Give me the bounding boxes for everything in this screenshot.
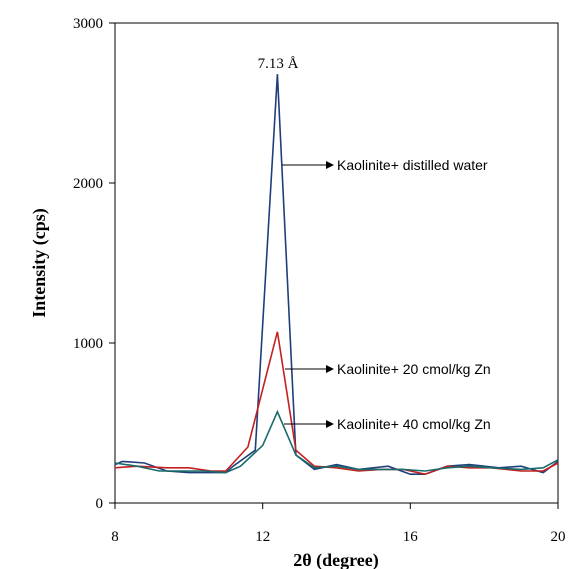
y-axis-title: Intensity (cps) xyxy=(29,208,50,318)
x-tick-label: 8 xyxy=(111,529,119,545)
annotation-arrows: Kaolinite+ distilled water Kaolinite+ 20… xyxy=(282,157,491,432)
plot-area xyxy=(114,22,559,504)
arrow-head-icon xyxy=(326,365,334,373)
x-tick-label: 12 xyxy=(255,529,270,545)
series-group xyxy=(114,74,559,476)
x-tick-label: 20 xyxy=(551,529,566,545)
series-note: Kaolinite+ 20 cmol/kg Zn xyxy=(337,361,491,377)
x-axis: 8 12 16 20 xyxy=(111,503,566,545)
series-line-distilled-water xyxy=(114,74,559,476)
series-note: Kaolinite+ 40 cmol/kg Zn xyxy=(337,416,491,432)
series-line-40-cmol-zn xyxy=(114,409,559,474)
series-note: Kaolinite+ distilled water xyxy=(337,157,488,173)
x-axis-title: 2θ (degree) xyxy=(293,550,379,569)
x-tick-label: 16 xyxy=(403,529,419,545)
peak-label: 7.13 Å xyxy=(258,56,299,72)
y-tick-label: 3000 xyxy=(73,16,103,32)
y-tick-label: 1000 xyxy=(73,336,103,352)
y-tick-label: 0 xyxy=(96,496,104,512)
series-line-20-cmol-zn xyxy=(114,331,559,476)
arrow-head-icon xyxy=(326,420,334,428)
y-axis: 0 1000 2000 3000 xyxy=(73,16,115,512)
arrow-head-icon xyxy=(326,161,334,169)
y-tick-label: 2000 xyxy=(73,176,103,192)
